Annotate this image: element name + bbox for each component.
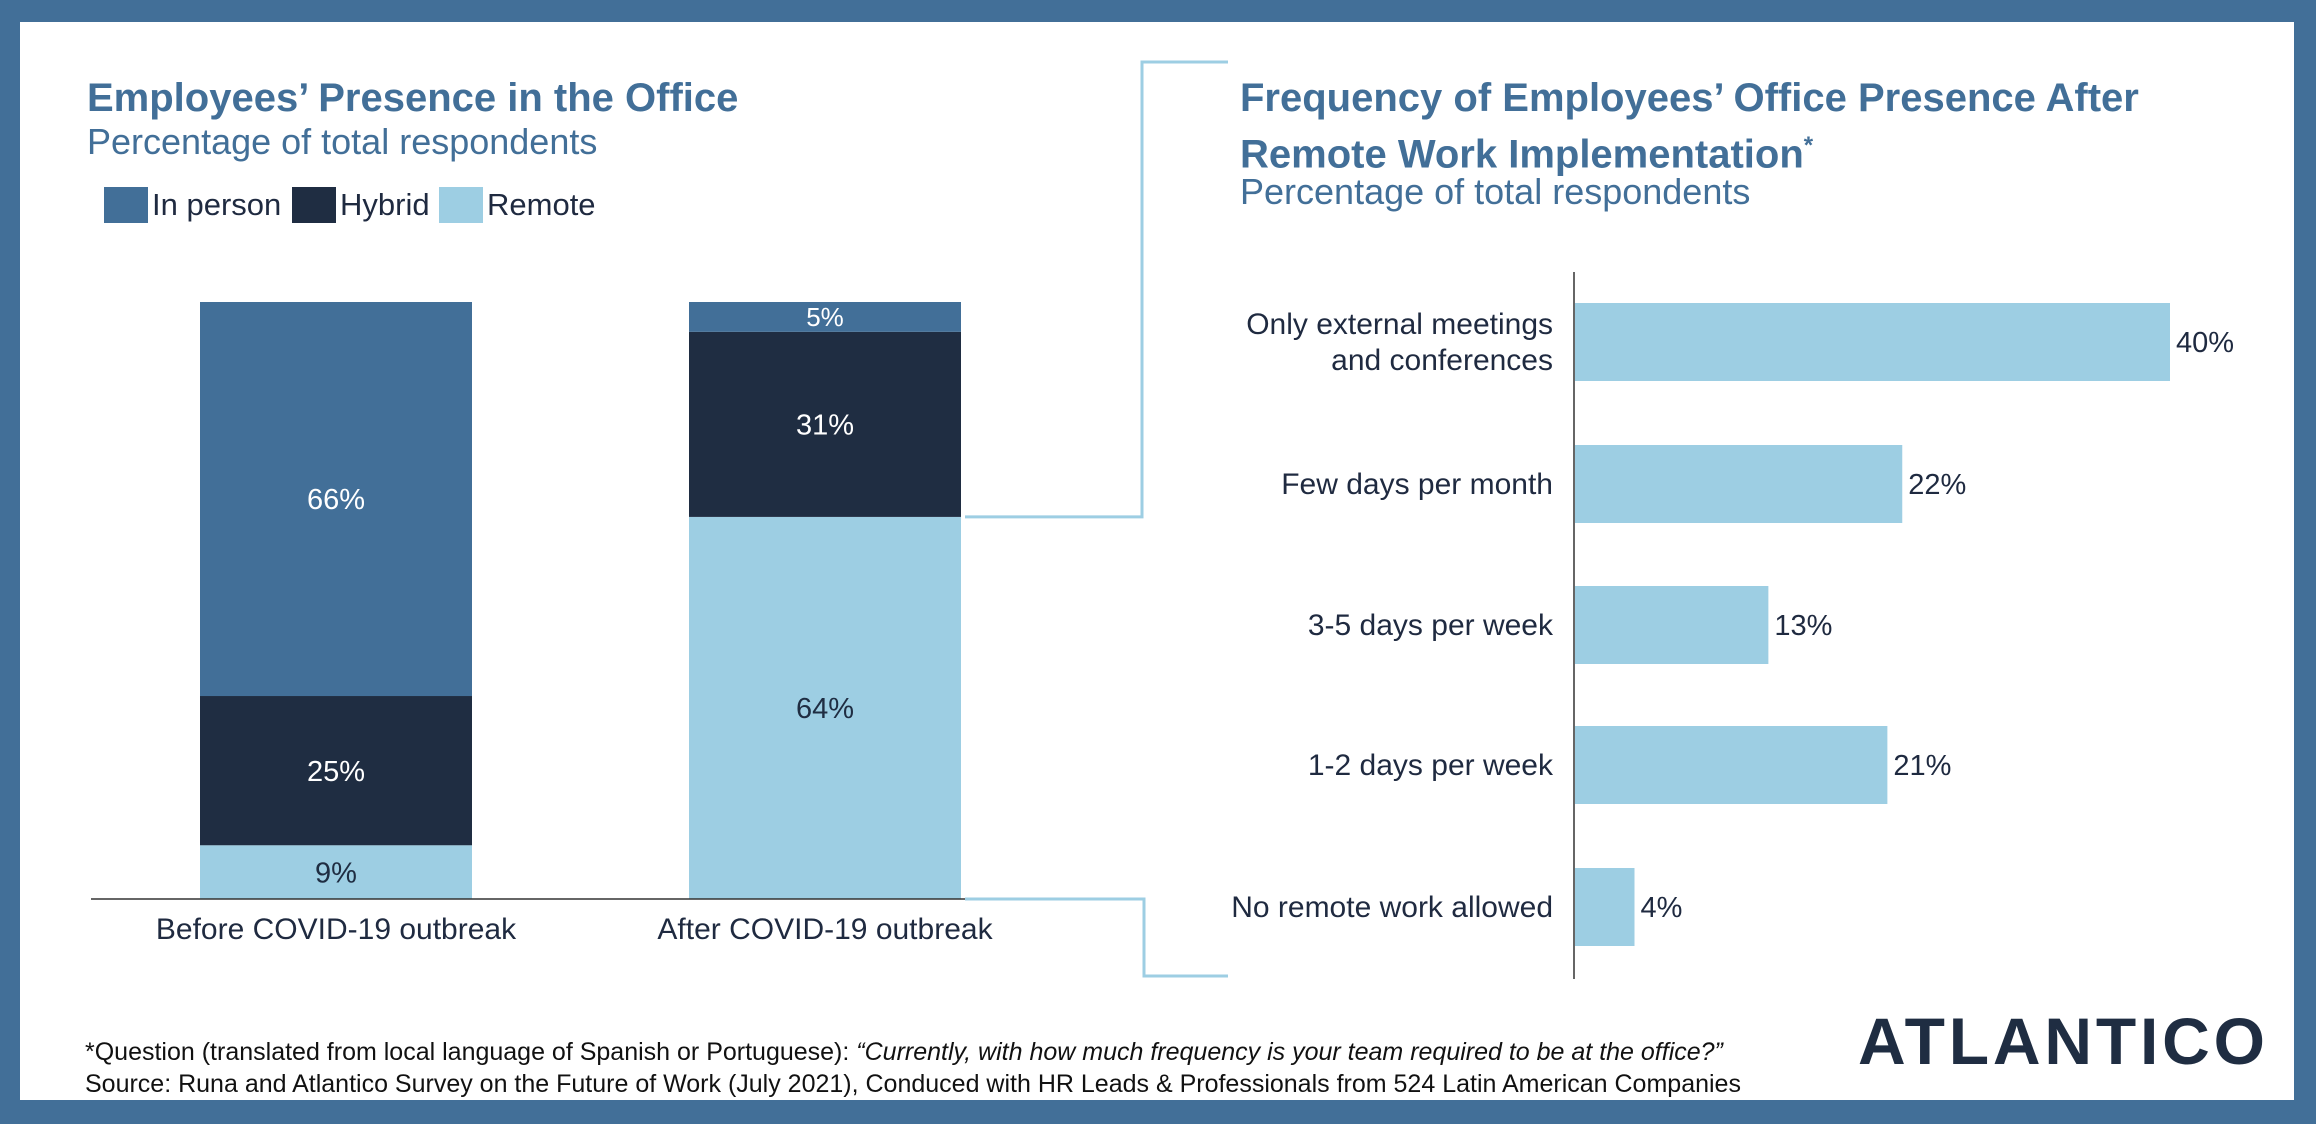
hbar-data-label: 21% <box>1893 750 1951 782</box>
legend-label-remote: Remote <box>487 187 596 222</box>
hbar <box>1575 586 1769 664</box>
hbar <box>1575 726 1888 804</box>
bar-segment-in-person <box>200 302 472 697</box>
hbar-data-label: 40% <box>2176 327 2234 359</box>
x-tick-label: After COVID-19 outbreak <box>657 913 993 946</box>
left-chart-title: Employees’ Presence in the Office <box>87 76 739 120</box>
footnote-marker: * <box>1803 132 1814 159</box>
legend-swatch-remote <box>439 187 483 223</box>
bar-data-label: 25% <box>307 756 365 788</box>
y-tick-label: Only external meetings <box>1246 308 1553 341</box>
footnote-question: *Question (translated from local languag… <box>85 1036 1741 1068</box>
hbar-data-label: 13% <box>1774 610 1832 642</box>
legend-label-hybrid: Hybrid <box>340 187 430 222</box>
footnote-question-prefix: *Question (translated from local languag… <box>85 1038 857 1066</box>
connector-line <box>965 897 1228 978</box>
hbar <box>1575 303 2170 381</box>
bar-data-label: 31% <box>796 410 854 442</box>
bar-segment-in-person <box>689 302 961 332</box>
y-tick-label: and conferences <box>1331 344 1553 377</box>
right-chart-title-line1: Frequency of Employees’ Office Presence … <box>1240 76 2139 120</box>
hbar-data-label: 22% <box>1908 469 1966 501</box>
bar-segment-remote <box>689 516 961 899</box>
footnote-question-quote: “Currently, with how much frequency is y… <box>856 1038 1723 1066</box>
footnote-source: Source: Runa and Atlantico Survey on the… <box>85 1070 1741 1098</box>
bar-data-label: 5% <box>806 302 844 332</box>
legend-item-in-person: In person <box>104 185 281 225</box>
legend-item-hybrid: Hybrid <box>292 185 430 225</box>
infographic-frame: Employees’ Presence in the Office Percen… <box>20 22 2294 1100</box>
bar-segment-hybrid <box>689 331 961 517</box>
y-tick-label: 3-5 days per week <box>1308 609 1554 642</box>
x-tick-label: Before COVID-19 outbreak <box>156 913 517 946</box>
y-tick-label: Few days per month <box>1281 468 1553 501</box>
bar-segment-remote <box>200 845 472 899</box>
connector-line <box>965 60 1228 519</box>
atlantico-logo: ATLANTICO <box>1858 1004 2268 1078</box>
legend-swatch-hybrid <box>292 187 336 223</box>
y-tick-label: 1-2 days per week <box>1308 749 1554 782</box>
hbar <box>1575 868 1635 946</box>
y-tick-label: No remote work allowed <box>1231 891 1553 924</box>
hbar <box>1575 445 1903 523</box>
bar-segment-hybrid <box>200 696 472 846</box>
right-chart-title-line2: Remote Work Implementation* <box>1240 122 1813 178</box>
hbar-data-label: 4% <box>1641 892 1683 924</box>
bar-data-label: 66% <box>307 484 365 516</box>
bar-data-label: 9% <box>315 857 357 889</box>
legend-item-remote: Remote <box>439 185 596 225</box>
legend-label-in-person: In person <box>152 187 282 222</box>
left-chart-subtitle: Percentage of total respondents <box>87 121 598 162</box>
charts-svg: 9% 25% 66% Before COVID-19 outbreak 64% 31% 5%… <box>91 60 2234 979</box>
right-chart-subtitle: Percentage of total respondents <box>1240 171 1751 212</box>
legend-swatch-in-person <box>104 187 148 223</box>
logo-text: ATLANTICO <box>1858 1004 2268 1078</box>
right-chart-title-text: Remote Work Implementation <box>1240 132 1804 177</box>
bar-data-label: 64% <box>796 693 854 725</box>
footnote: *Question (translated from local languag… <box>85 1036 1741 1100</box>
